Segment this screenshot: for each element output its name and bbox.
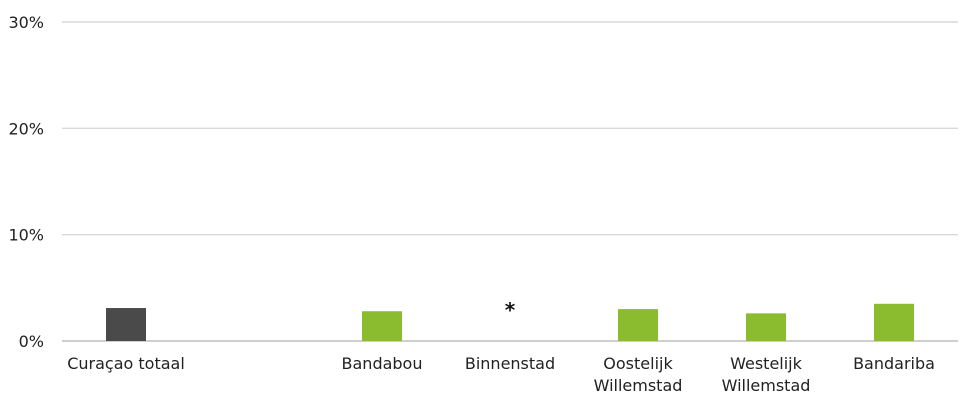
- x-tick-label: Bandabou: [342, 354, 423, 373]
- y-tick-label: 20%: [8, 119, 44, 138]
- bar: [746, 313, 786, 341]
- bar: [362, 311, 402, 341]
- bar-layer: [106, 303, 914, 341]
- marker-layer: *: [505, 298, 516, 322]
- bar: [618, 309, 658, 341]
- asterisk-marker: *: [505, 298, 516, 322]
- x-tick-label: Curaçao totaal: [67, 354, 185, 373]
- label-layer: 0% 10% 20% 30% Curaçao totaal Bandabou Binnens…: [8, 13, 935, 395]
- y-tick-label: 30%: [8, 13, 44, 32]
- bar: [874, 303, 914, 341]
- x-tick-label: Bandariba: [853, 354, 935, 373]
- grid-layer: [62, 21, 958, 342]
- x-tick-label: Westelijk: [730, 354, 803, 373]
- bar: [106, 308, 146, 341]
- y-tick-label: 10%: [8, 226, 44, 245]
- x-tick-label: Willemstad: [722, 376, 811, 395]
- x-tick-label: Oostelijk: [603, 354, 673, 373]
- y-tick-label: 0%: [19, 332, 44, 351]
- x-tick-label: Willemstad: [594, 376, 683, 395]
- x-tick-label: Binnenstad: [465, 354, 555, 373]
